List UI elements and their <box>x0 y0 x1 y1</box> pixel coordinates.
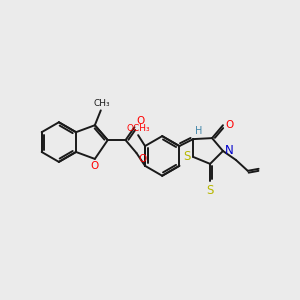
Text: S: S <box>206 184 214 197</box>
Text: O: O <box>138 154 147 164</box>
Text: S: S <box>183 150 190 164</box>
Text: OCH₃: OCH₃ <box>126 124 150 133</box>
Text: H: H <box>195 126 203 136</box>
Text: O: O <box>136 116 145 126</box>
Text: O: O <box>225 120 233 130</box>
Text: O: O <box>91 161 99 171</box>
Text: N: N <box>225 145 234 158</box>
Text: CH₃: CH₃ <box>94 99 110 108</box>
